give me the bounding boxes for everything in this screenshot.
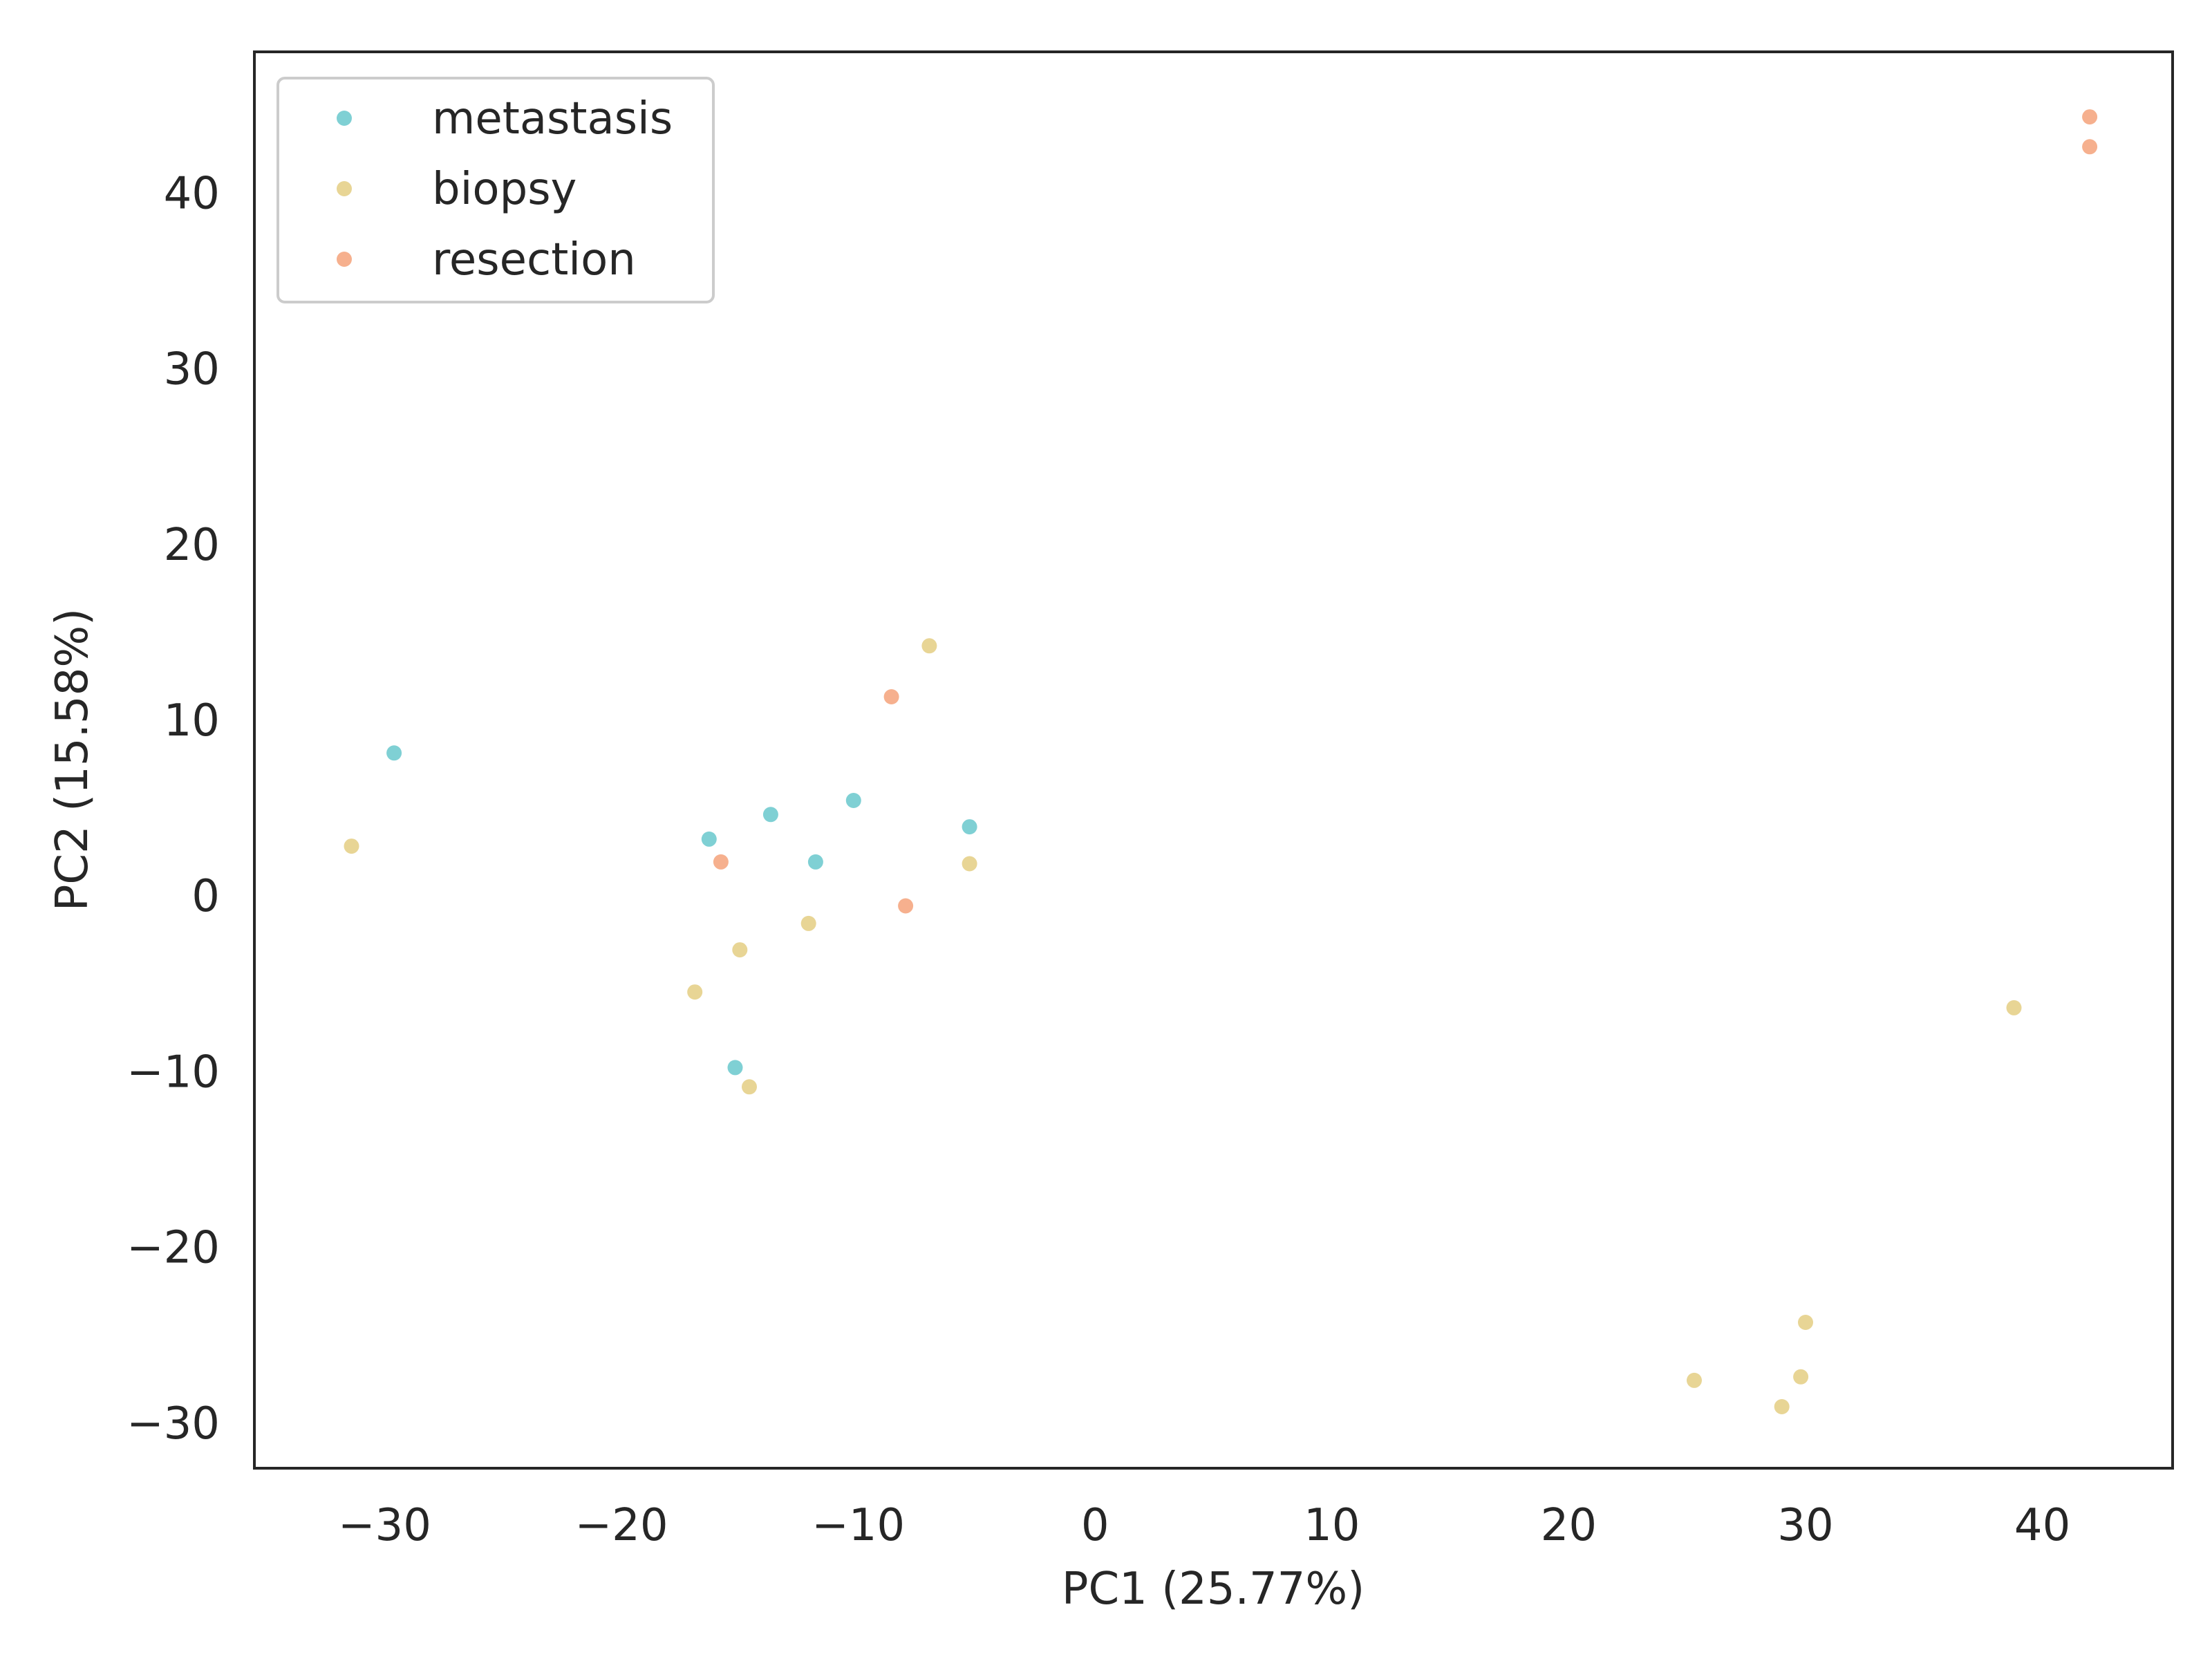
legend: metastasis biopsy resection (276, 77, 715, 303)
y-tick-label: 0 (191, 871, 220, 922)
biopsy-point-6 (742, 1079, 757, 1095)
biopsy-point-9 (1798, 1315, 1813, 1330)
x-tick-label: 0 (1081, 1500, 1109, 1551)
metastasis-point-1 (701, 831, 717, 847)
resection-point-1 (883, 689, 899, 704)
biopsy-point-4 (732, 942, 748, 958)
x-axis-label: PC1 (25.77%) (1062, 1564, 1365, 1615)
x-tick-label: 30 (1777, 1500, 1833, 1551)
x-tick-label: −10 (812, 1500, 905, 1551)
legend-marker-biopsy (337, 181, 352, 196)
x-tick-label: 10 (1304, 1500, 1360, 1551)
y-tick-label: 40 (164, 168, 220, 219)
x-tick-label: −30 (338, 1500, 431, 1551)
y-tick-labels: −30 −20 −10 0 10 20 30 40 (126, 168, 220, 1449)
x-tick-labels: −30 −20 −10 0 10 20 30 40 (338, 1500, 2070, 1551)
y-tick-label: 10 (164, 695, 220, 747)
x-tick-label: −20 (574, 1500, 668, 1551)
biopsy-point-5 (687, 984, 703, 1000)
legend-entries: metastasis biopsy resection (337, 93, 673, 285)
metastasis-point-4 (845, 793, 861, 808)
legend-frame (276, 77, 715, 303)
x-tick-label: 20 (1541, 1500, 1597, 1551)
y-axis-label: PC2 (15.58%) (47, 608, 98, 911)
metastasis-point-0 (386, 745, 402, 761)
metastasis-point-6 (727, 1060, 743, 1076)
biopsy-point-3 (800, 915, 816, 931)
y-tick-label: 20 (164, 520, 220, 571)
resection-point-4 (2082, 139, 2098, 155)
resection-point-3 (2082, 109, 2098, 125)
y-tick-label: −30 (126, 1398, 220, 1450)
biopsy-point-0 (344, 838, 359, 854)
metastasis-point-3 (807, 854, 823, 870)
x-tick-label: 40 (2014, 1500, 2070, 1551)
resection-point-0 (713, 854, 729, 870)
legend-label-metastasis: metastasis (432, 93, 673, 144)
biopsy-point-7 (2006, 1000, 2022, 1015)
plot-frame (253, 50, 2174, 1470)
y-tick-label: −10 (126, 1047, 220, 1098)
y-tick-label: −20 (126, 1223, 220, 1274)
metastasis-point-5 (962, 819, 977, 835)
biopsy-point-2 (962, 856, 977, 872)
legend-label-biopsy: biopsy (432, 164, 577, 215)
legend-marker-resection (337, 252, 352, 267)
legend-label-resection: resection (432, 234, 636, 285)
data-points-layer (344, 109, 2098, 1414)
metastasis-point-2 (762, 807, 778, 823)
biopsy-point-11 (1774, 1399, 1790, 1414)
biopsy-point-10 (1793, 1369, 1809, 1385)
legend-marker-metastasis (337, 111, 352, 126)
resection-point-2 (898, 898, 914, 914)
y-tick-label: 30 (164, 344, 220, 395)
biopsy-point-8 (1687, 1372, 1702, 1388)
biopsy-point-1 (921, 638, 937, 654)
